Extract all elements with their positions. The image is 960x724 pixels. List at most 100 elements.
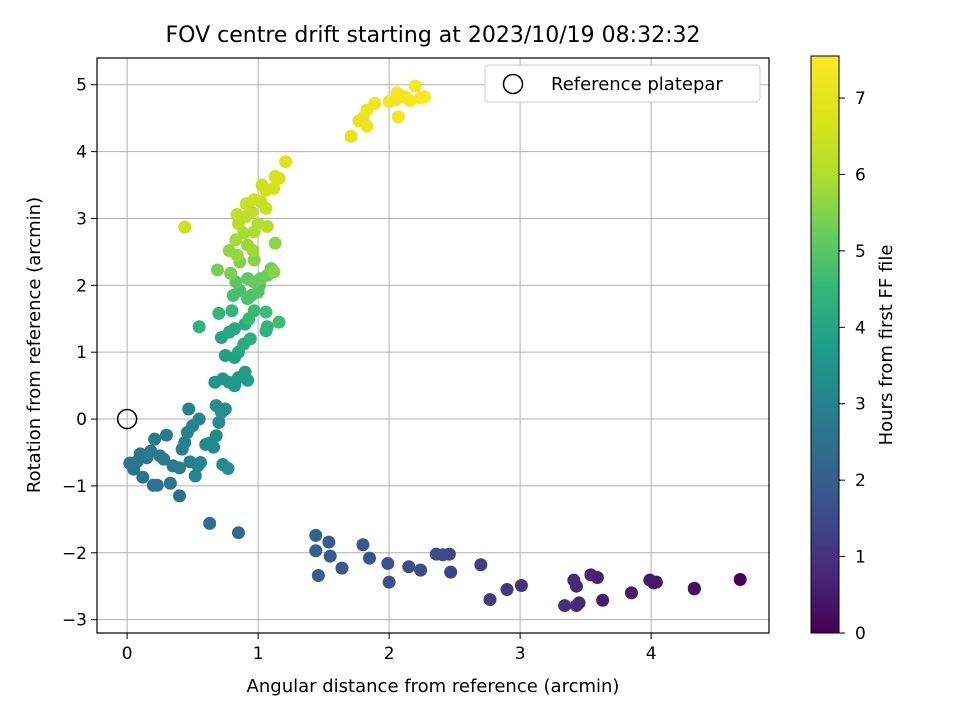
colorbar-tick-label: 5: [855, 242, 866, 262]
colorbar-tick-label: 2: [855, 471, 866, 491]
y-tick-label: 4: [76, 143, 87, 163]
scatter-point: [159, 428, 173, 442]
scatter-point: [221, 462, 235, 476]
scatter-point: [241, 373, 255, 387]
scatter-point: [362, 551, 376, 565]
scatter-point: [687, 582, 701, 596]
scatter-point: [267, 181, 281, 195]
scatter-point: [260, 320, 274, 334]
scatter-point: [322, 535, 336, 549]
scatter-point: [268, 236, 282, 250]
scatter-point: [188, 469, 202, 483]
scatter-point: [228, 322, 242, 336]
chart-title: FOV centre drift starting at 2023/10/19 …: [166, 23, 701, 48]
scatter-point: [247, 193, 261, 207]
scatter-point: [224, 266, 238, 280]
scatter-point: [259, 305, 273, 319]
scatter-point: [382, 575, 396, 589]
y-tick-label: 3: [76, 209, 87, 229]
scatter-point: [403, 94, 417, 108]
scatter-point: [178, 435, 192, 449]
scatter-point: [230, 207, 244, 221]
colorbar-tick-label: 0: [855, 624, 866, 644]
scatter-point: [309, 528, 323, 542]
scatter-point: [247, 304, 261, 318]
scatter-point: [136, 470, 150, 484]
y-tick-label: 2: [76, 276, 87, 296]
x-axis-label: Angular distance from reference (arcmin): [247, 676, 620, 697]
scatter-point: [193, 456, 207, 470]
scatter-point: [230, 248, 244, 262]
scatter-point: [207, 440, 221, 454]
scatter-point: [323, 549, 337, 563]
colorbar-tick-label: 1: [855, 548, 866, 568]
scatter-point: [309, 544, 323, 558]
scatter-point: [209, 429, 223, 443]
scatter-point: [246, 244, 260, 258]
scatter-point: [272, 315, 286, 329]
scatter-point: [225, 304, 239, 318]
scatter-point: [474, 558, 488, 572]
colorbar-tick-label: 6: [855, 165, 866, 185]
scatter-point: [311, 569, 325, 582]
legend-entry-label: Reference platepar: [551, 74, 723, 95]
y-axis-label: Rotation from reference (arcmin): [24, 197, 45, 493]
gridlines: [97, 58, 769, 633]
colorbar-tick-label: 3: [855, 395, 866, 415]
legend-reference-icon: [502, 73, 524, 95]
scatter-point: [243, 332, 257, 346]
scatter-point: [267, 265, 281, 279]
scatter-point: [150, 478, 164, 492]
plot-frame: [96, 57, 770, 634]
scatter-point: [514, 579, 528, 593]
scatter-point: [192, 320, 206, 334]
scatter-point: [148, 432, 162, 446]
scatter-points: [123, 79, 747, 613]
scatter-point: [500, 583, 514, 597]
reference-platepar-marker: [116, 408, 138, 430]
scatter-point: [218, 402, 232, 416]
scatter-point: [173, 461, 187, 475]
x-tick-label: 4: [646, 644, 657, 664]
y-tick-label: −3: [62, 611, 87, 631]
scatter-point: [212, 306, 226, 320]
colorbar-ticks: 0 1 2 3 4 5 6 7: [839, 89, 866, 644]
colorbar-tick-label: 7: [855, 89, 866, 109]
x-tick-label: 3: [515, 644, 526, 664]
x-tick-label: 0: [122, 644, 133, 664]
scatter-point: [344, 129, 358, 143]
scatter-point: [417, 90, 431, 104]
scatter-point: [260, 219, 274, 233]
scatter-point: [584, 568, 598, 582]
scatter-point: [360, 119, 374, 133]
y-tick-label: −2: [62, 544, 87, 564]
scatter-point: [368, 96, 382, 110]
scatter-point: [624, 586, 638, 600]
scatter-point: [643, 573, 657, 587]
scatter-point: [444, 565, 458, 579]
axis-ticks: 0 1 2 3 4 −3 −2 −1 0 1 2 3 4 5: [62, 76, 657, 664]
legend: Reference platepar: [484, 64, 761, 103]
scatter-point: [483, 593, 497, 607]
colorbar: 0 1 2 3 4 5 6 7 Hours from first FF file: [810, 55, 897, 644]
y-tick-label: 5: [76, 76, 87, 96]
scatter-point: [203, 516, 217, 530]
scatter-point: [567, 573, 581, 587]
scatter-point: [212, 415, 226, 429]
scatter-point: [733, 573, 747, 587]
y-tick-label: 0: [76, 410, 87, 430]
scatter-point: [569, 599, 583, 613]
scatter-point: [558, 599, 572, 613]
scatter-point: [192, 412, 206, 426]
scatter-point: [381, 556, 395, 570]
y-tick-label: 1: [76, 343, 87, 363]
legend-box: [484, 64, 761, 103]
scatter-point: [408, 79, 422, 93]
scatter-point: [402, 560, 416, 574]
scatter-point: [163, 476, 177, 490]
scatter-point: [211, 263, 225, 277]
scatter-point: [596, 593, 610, 607]
colorbar-tick-label: 4: [855, 318, 866, 338]
scatter-point: [173, 489, 187, 503]
